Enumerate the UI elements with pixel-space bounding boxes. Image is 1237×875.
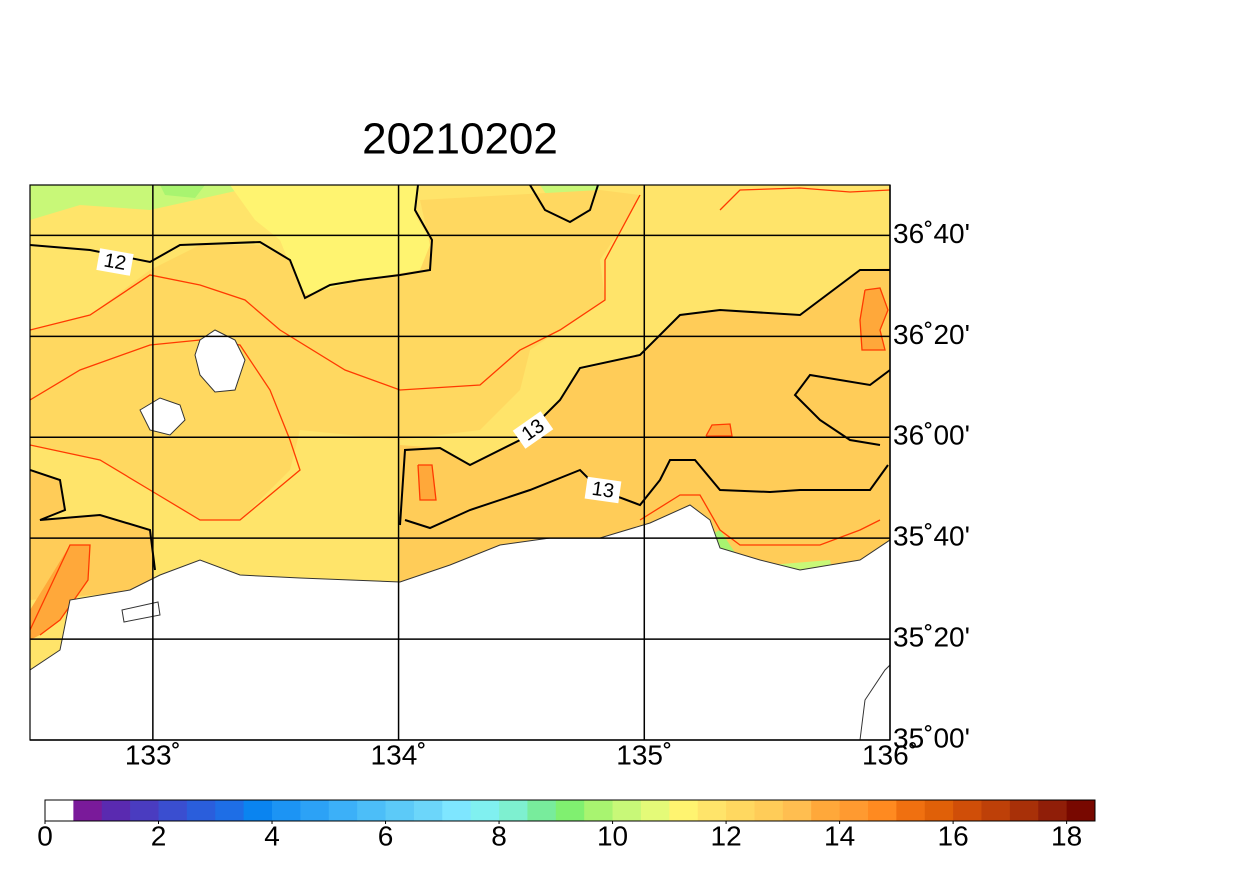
sst-warm-patch — [706, 424, 732, 436]
contour-13 — [30, 469, 156, 571]
lat-tick-label: 35˚40' — [893, 521, 970, 552]
colorbar-box — [499, 800, 528, 821]
colorbar-tick-label: 12 — [711, 820, 742, 851]
lon-tick-label: 136˚ — [862, 739, 918, 770]
colorbar-box — [726, 800, 755, 821]
colorbar-box — [555, 800, 585, 821]
colorbar-box — [328, 800, 358, 821]
map-frame — [29, 184, 891, 741]
colorbar-box — [186, 800, 216, 821]
colorbar-box — [811, 800, 841, 821]
colorbar-box — [612, 800, 642, 821]
contour-half — [30, 194, 641, 391]
lon-tick-label: 134˚ — [371, 739, 427, 770]
colorbar-box — [527, 800, 557, 821]
sst-cold-patch — [160, 185, 205, 198]
sst-warm-patch — [30, 545, 90, 640]
lon-tick-label: 133˚ — [125, 739, 181, 770]
colorbar-box — [839, 800, 869, 821]
colorbar-tick-label: 2 — [151, 820, 167, 851]
colorbar-box — [45, 800, 74, 821]
colorbar-box — [584, 800, 614, 821]
contour-label: 13 — [584, 476, 622, 504]
colorbar-box — [782, 800, 812, 821]
lat-tick-label: 35˚00' — [893, 722, 970, 753]
contour-label-text: 12 — [102, 250, 128, 276]
colorbar-box — [1038, 800, 1068, 821]
contour-half — [30, 339, 301, 521]
contour-label-text: 13 — [590, 478, 615, 503]
colorbar-box — [754, 800, 784, 821]
contour-labels: 12 13 13 — [96, 248, 622, 504]
lon-tick-label: 135˚ — [616, 739, 672, 770]
island — [121, 601, 161, 623]
colorbar-box — [130, 800, 160, 821]
contour-half — [859, 287, 889, 351]
contour-13 — [793, 369, 890, 446]
lat-tick-label: 36˚20' — [893, 319, 970, 350]
colorbar-box — [697, 800, 727, 821]
colorbar-box — [243, 800, 273, 821]
colorbar-tick-label: 8 — [491, 820, 507, 851]
sst-warm-patch — [418, 465, 436, 500]
sst-warmer-field — [30, 470, 65, 525]
contour-label-bg — [584, 476, 622, 504]
sst-cool-patch — [230, 185, 430, 300]
contour-label-bg — [96, 248, 134, 276]
colorbar-box — [101, 800, 131, 821]
contour-13 — [404, 459, 889, 530]
colorbar-box — [272, 800, 301, 821]
contour-half — [719, 187, 890, 211]
colorbar-tick-label: 10 — [597, 820, 628, 851]
colorbar-box — [413, 800, 443, 821]
lat-tick-label: 36˚00' — [893, 420, 970, 451]
colorbar-box — [1009, 800, 1039, 821]
colorbar-box — [215, 800, 245, 821]
map-field — [30, 185, 890, 740]
contour-half — [417, 464, 437, 501]
island — [139, 397, 186, 436]
map-title: 20210202 — [362, 115, 558, 164]
colorbar-box — [357, 800, 387, 821]
contour-label-bg — [512, 411, 554, 449]
colorbar-tick-label: 14 — [824, 820, 855, 851]
island — [194, 329, 246, 393]
lat-tick-label: 36˚40' — [893, 218, 970, 249]
colorbar-box — [896, 800, 926, 821]
lat-tick-label: 35˚20' — [893, 621, 970, 652]
colorbar-tick-label: 18 — [1051, 820, 1082, 851]
contour-half — [705, 423, 733, 437]
colorbar-box — [470, 800, 500, 821]
colorbar-tick-label: 16 — [938, 820, 969, 851]
contour-13 — [399, 269, 890, 526]
contour-12 — [30, 185, 434, 300]
colorbar-box — [924, 800, 954, 821]
colorbar-box — [442, 800, 472, 821]
colorbar: 0 2 4 6 8 10 12 14 16 18 — [37, 799, 1096, 851]
colorbar-box — [867, 800, 897, 821]
contour-label: 13 — [512, 411, 554, 449]
colorbar-frame — [44, 799, 1096, 822]
colorbar-tick-label: 6 — [378, 820, 394, 851]
contour-half — [30, 544, 91, 636]
colorbar-box — [158, 800, 188, 821]
colorbar-box — [73, 800, 103, 821]
colorbar-box — [640, 800, 670, 821]
colorbar-tick-label: 0 — [37, 820, 53, 851]
colorbar-box — [385, 800, 415, 821]
contour-12 — [529, 185, 599, 224]
contour-label: 12 — [96, 248, 134, 276]
colorbar-box — [300, 800, 330, 821]
land — [859, 664, 890, 740]
colorbar-box — [981, 800, 1011, 821]
colorbar-box — [669, 800, 699, 821]
colorbar-tick-label: 4 — [264, 820, 280, 851]
colorbar-box — [953, 800, 982, 821]
colorbar-box — [1066, 800, 1096, 821]
